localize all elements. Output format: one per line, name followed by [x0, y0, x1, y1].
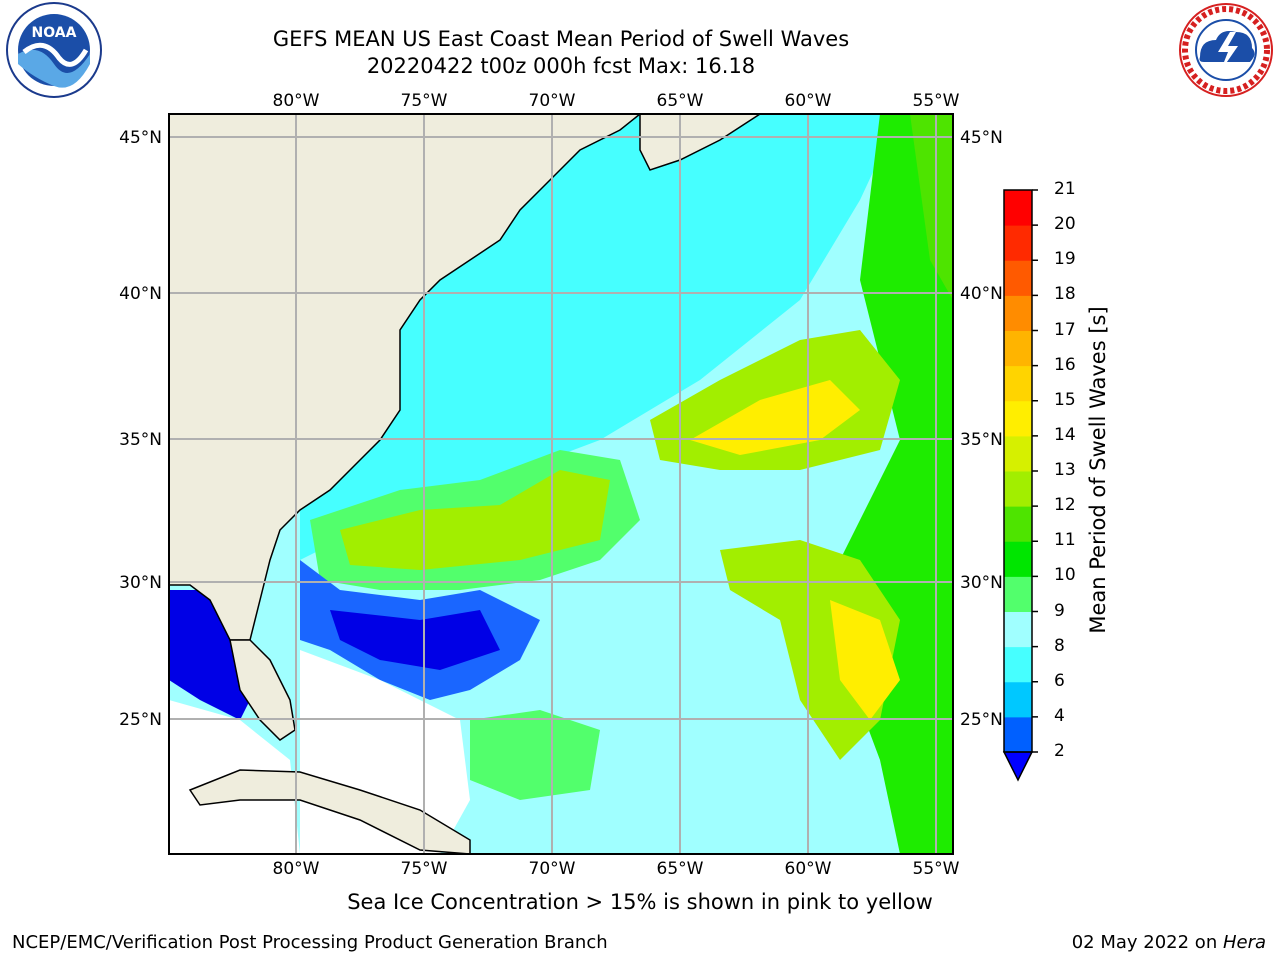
colorbar [1002, 189, 1038, 782]
lon-tick-top: 75°W [401, 91, 448, 111]
sea-ice-note: Sea Ice Concentration > 15% is shown in … [347, 890, 933, 914]
colorbar-title: Mean Period of Swell Waves [s] [1086, 306, 1110, 634]
lat-tick-right: 40°N [960, 284, 1003, 304]
nws-logo [1179, 3, 1273, 97]
footer-date-text: 02 May 2022 on [1071, 932, 1223, 953]
colorbar-segment [1004, 435, 1032, 472]
colorbar-tick-label: 17 [1054, 319, 1076, 340]
noaa-logo: NOAA [6, 2, 102, 98]
lon-tick-top: 60°W [785, 91, 832, 111]
lon-tick-bottom: 60°W [785, 859, 832, 879]
colorbar-tick-label: 2 [1054, 741, 1065, 761]
lon-tick-bottom: 65°W [657, 859, 704, 879]
colorbar-tick-label: 6 [1054, 670, 1065, 691]
lat-tick-left: 30°N [119, 573, 162, 593]
swell-max-zone [690, 380, 860, 455]
lon-tick-top: 65°W [657, 91, 704, 111]
colorbar-extend-arrow [1002, 751, 1034, 782]
lon-tick-bottom: 70°W [529, 859, 576, 879]
map-area [169, 114, 953, 854]
svg-text:NOAA: NOAA [32, 25, 77, 41]
colorbar-tick-label: 12 [1054, 495, 1076, 516]
land-cuba [188, 769, 471, 854]
colorbar-tick-label: 11 [1054, 530, 1076, 551]
lat-tick-right: 25°N [960, 710, 1003, 730]
colorbar-segment [1004, 400, 1032, 437]
lon-tick-bottom: 55°W [913, 859, 960, 879]
colorbar-tick-label: 15 [1054, 389, 1076, 410]
colorbar-tick-label: 19 [1054, 249, 1076, 270]
colorbar-tick-label: 4 [1054, 705, 1065, 726]
colorbar-segment [1004, 646, 1032, 683]
swell-band-se-core [830, 600, 900, 720]
green-swell-ne [910, 114, 953, 300]
colorbar-segment [1004, 506, 1032, 542]
footer-machine: Hera [1222, 932, 1266, 953]
colorbar-segment [1004, 541, 1032, 577]
colorbar-segment [1004, 295, 1032, 331]
colorbar-segment [1004, 611, 1032, 648]
colorbar-segment [1004, 330, 1032, 367]
colorbar-tick-label: 13 [1054, 460, 1076, 480]
lat-tick-left: 35°N [119, 430, 162, 450]
swell-band-south [470, 710, 600, 800]
colorbar-tick-label: 21 [1054, 179, 1076, 199]
colorbar-tick-label: 16 [1054, 354, 1076, 375]
colorbar-segment [1004, 681, 1032, 718]
lon-tick-bottom: 80°W [273, 859, 320, 879]
colorbar-segment [1004, 260, 1032, 296]
lat-tick-left: 25°N [119, 710, 162, 730]
footer-credit: NCEP/EMC/Verification Post Processing Pr… [12, 932, 608, 953]
lon-tick-top: 80°W [273, 91, 320, 111]
colorbar-segment [1004, 576, 1032, 612]
lat-tick-right: 45°N [960, 128, 1003, 148]
colorbar-segment [1004, 190, 1032, 226]
lat-tick-left: 45°N [119, 128, 162, 148]
colorbar-tick-label: 9 [1054, 600, 1065, 621]
footer-date: 02 May 2022 on Hera [1072, 932, 1266, 953]
lat-tick-right: 35°N [960, 430, 1003, 450]
swell-band-se [720, 540, 900, 760]
colorbar-segment [1004, 471, 1032, 507]
chart-subtitle: 20220422 t00z 000h fcst Max: 16.18 [366, 54, 756, 78]
lon-tick-bottom: 75°W [401, 859, 448, 879]
lon-tick-top: 55°W [913, 91, 960, 111]
colorbar-segment [1004, 225, 1032, 261]
colorbar-segment [1004, 716, 1032, 753]
lon-tick-top: 70°W [529, 91, 576, 111]
colorbar-tick-label: 14 [1054, 424, 1076, 445]
map-frame [168, 113, 954, 855]
gulf-blue-patch [169, 590, 250, 720]
low-period-core [330, 610, 500, 670]
lat-tick-left: 40°N [119, 284, 162, 304]
swell-band-west-core [340, 470, 610, 570]
colorbar-tick-label: 8 [1054, 635, 1065, 656]
colorbar-tick-label: 18 [1054, 284, 1076, 305]
lat-tick-right: 30°N [960, 573, 1003, 593]
map-grid [169, 114, 953, 854]
colorbar-tick-label: 20 [1054, 214, 1076, 235]
colorbar-segment [1004, 365, 1032, 402]
chart-title: GEFS MEAN US East Coast Mean Period of S… [272, 27, 850, 51]
colorbar-tick-label: 10 [1054, 565, 1076, 586]
